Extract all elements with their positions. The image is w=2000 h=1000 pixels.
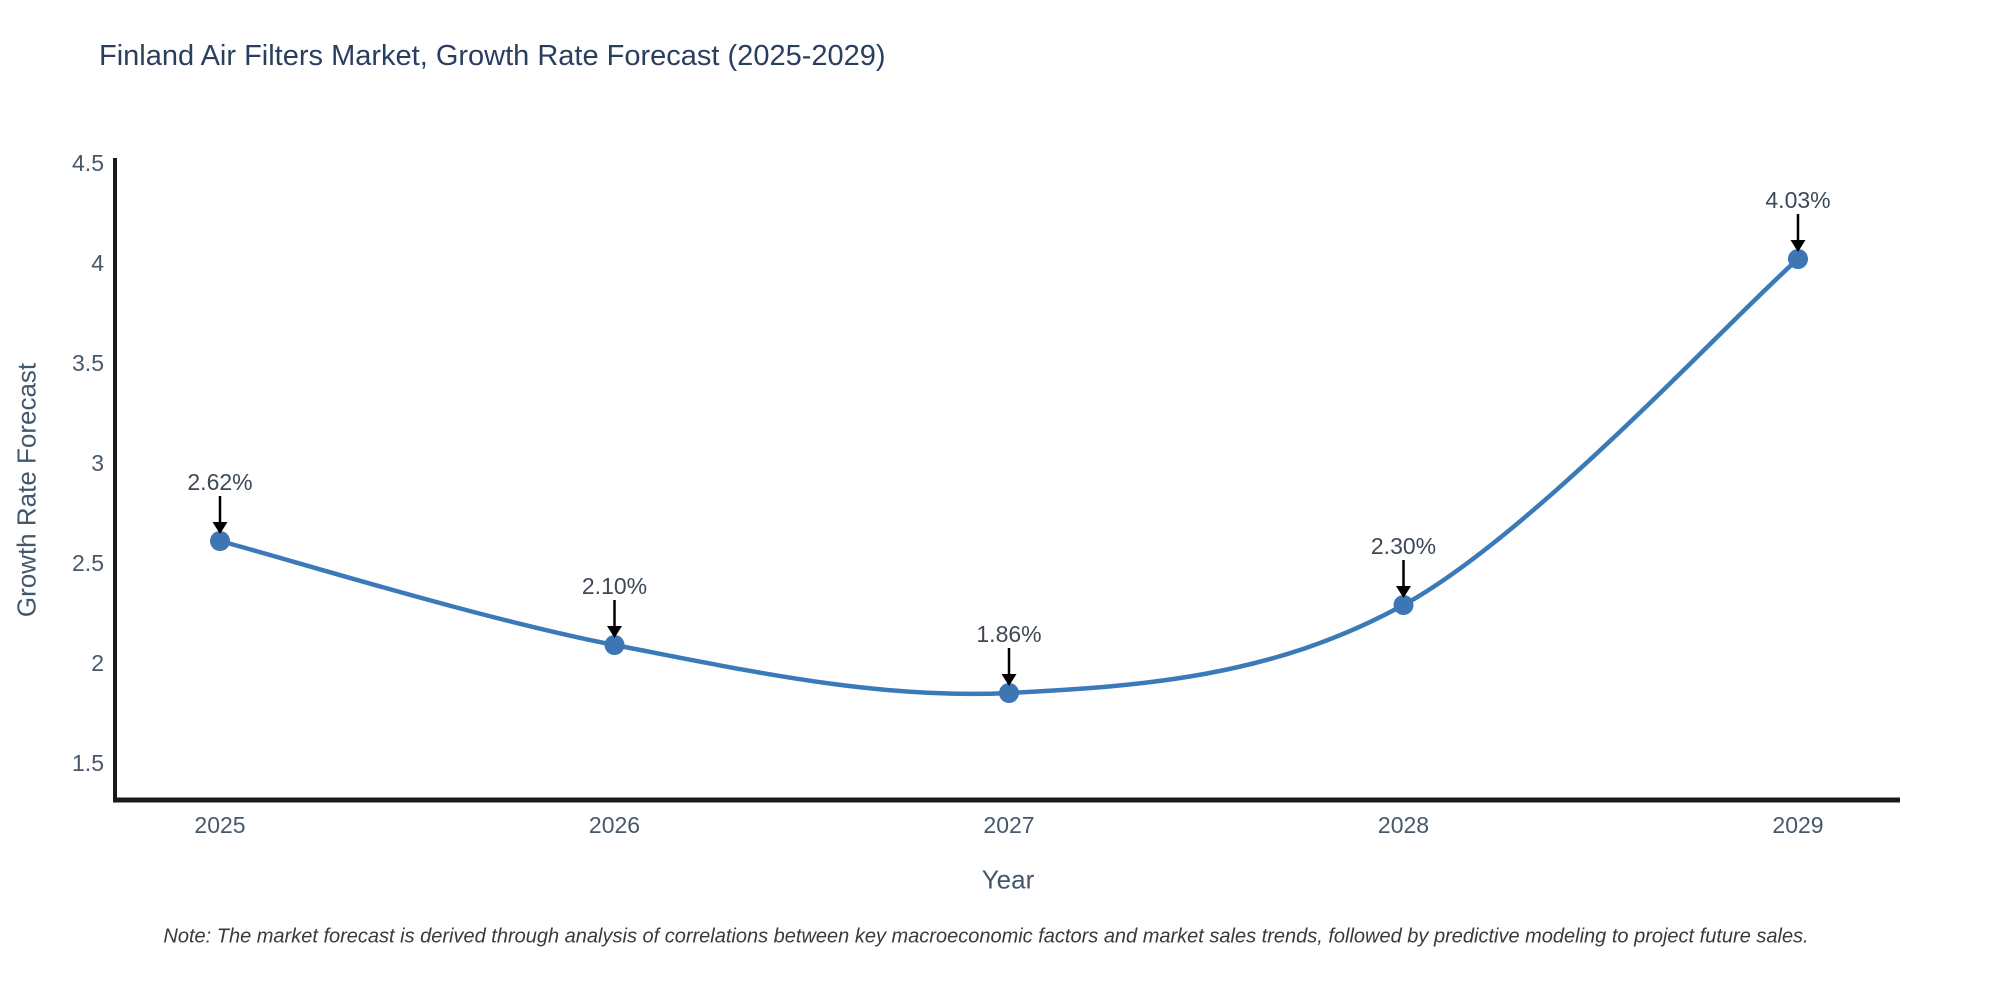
x-tick-label: 2028 bbox=[1378, 812, 1429, 838]
data-point-marker bbox=[210, 531, 230, 551]
y-tick-label: 3.5 bbox=[72, 350, 104, 376]
annotation-arrowhead bbox=[1396, 586, 1411, 598]
annotation-arrowhead bbox=[1001, 674, 1017, 686]
chart-title: Finland Air Filters Market, Growth Rate … bbox=[99, 40, 886, 72]
data-point-label: 2.10% bbox=[582, 573, 647, 599]
y-tick-label: 4 bbox=[91, 250, 104, 276]
x-tick-label: 2027 bbox=[983, 812, 1034, 838]
x-tick-label: 2025 bbox=[194, 812, 245, 838]
y-tick-label: 1.5 bbox=[72, 750, 104, 776]
y-tick-label: 4.5 bbox=[72, 150, 104, 176]
chart-note: Note: The market forecast is derived thr… bbox=[163, 925, 1809, 948]
data-point-label: 2.62% bbox=[187, 469, 252, 495]
y-tick-label: 2.5 bbox=[72, 550, 104, 576]
data-point-marker bbox=[604, 635, 625, 655]
annotation-arrowhead bbox=[212, 522, 228, 534]
annotation-arrowhead bbox=[607, 626, 622, 638]
data-point-label: 2.30% bbox=[1371, 533, 1436, 559]
y-tick-label: 3 bbox=[91, 450, 104, 476]
data-point-marker bbox=[1393, 595, 1414, 615]
x-tick-label: 2029 bbox=[1772, 812, 1823, 838]
annotation-arrowhead bbox=[1790, 240, 1806, 252]
data-point-marker bbox=[1788, 249, 1808, 269]
y-tick-label: 2 bbox=[91, 650, 104, 676]
x-tick-label: 2026 bbox=[589, 812, 640, 838]
data-point-label: 1.86% bbox=[976, 621, 1041, 647]
data-point-label: 4.03% bbox=[1765, 187, 1830, 213]
data-point-marker bbox=[999, 683, 1019, 703]
x-axis-title: Year bbox=[981, 864, 1035, 895]
